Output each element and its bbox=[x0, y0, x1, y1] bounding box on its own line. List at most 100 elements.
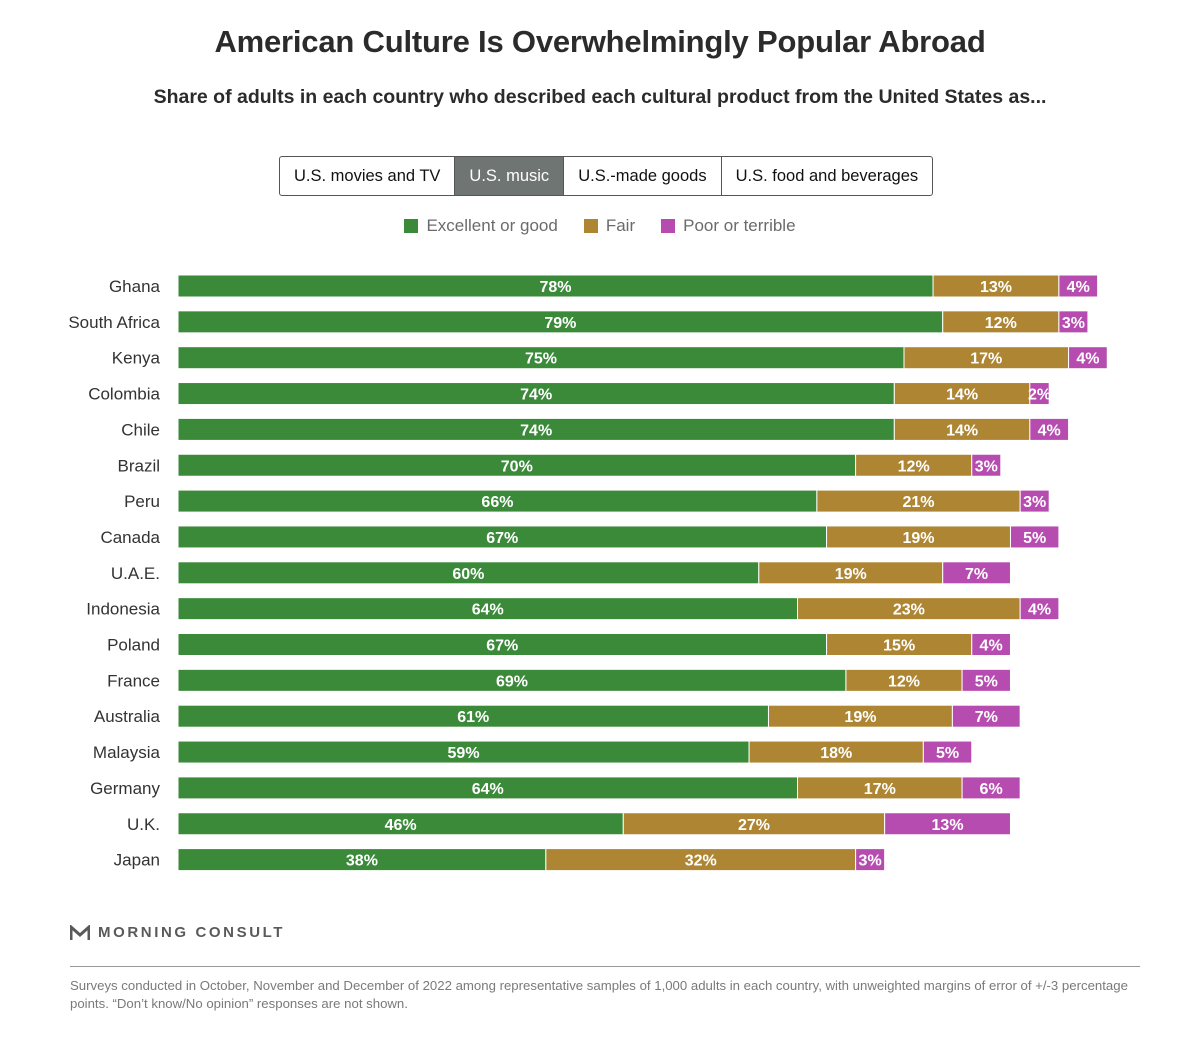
data-label-japan-fair: 32% bbox=[685, 853, 717, 870]
data-label-poland-poor: 4% bbox=[980, 638, 1003, 655]
bar-south-africa-poor bbox=[1058, 310, 1089, 334]
data-label-brazil-fair: 12% bbox=[898, 458, 930, 475]
bar-malaysia-poor bbox=[922, 740, 973, 764]
data-label-south-africa-fair: 12% bbox=[985, 315, 1017, 332]
data-label-france-fair: 12% bbox=[888, 673, 920, 690]
data-label-germany-excellent: 64% bbox=[472, 781, 504, 798]
data-label-kenya-fair: 17% bbox=[970, 351, 1002, 368]
category-label-indonesia: Indonesia bbox=[86, 600, 160, 619]
data-label-japan-poor: 3% bbox=[859, 853, 882, 870]
category-label-chile: Chile bbox=[121, 420, 160, 439]
category-label-poland: Poland bbox=[107, 636, 160, 655]
data-label-chile-excellent: 74% bbox=[520, 422, 552, 439]
tab-movies-tv[interactable]: U.S. movies and TV bbox=[280, 157, 456, 195]
category-label-ghana: Ghana bbox=[109, 277, 161, 296]
category-label-germany: Germany bbox=[90, 779, 160, 798]
data-label-indonesia-fair: 23% bbox=[893, 602, 925, 619]
category-label-japan: Japan bbox=[114, 851, 160, 870]
category-label-canada: Canada bbox=[100, 528, 160, 547]
legend-swatch-poor bbox=[661, 219, 676, 233]
category-label-u-a-e: U.A.E. bbox=[111, 564, 160, 583]
data-label-u-a-e-fair: 19% bbox=[835, 566, 867, 583]
legend-label-poor: Poor or terrible bbox=[683, 216, 796, 235]
bar-poland-poor bbox=[971, 633, 1011, 656]
data-label-france-poor: 5% bbox=[975, 673, 998, 690]
data-label-chile-fair: 14% bbox=[946, 422, 978, 439]
data-label-poland-excellent: 67% bbox=[486, 638, 518, 655]
legend-item-poor: Poor or terrible bbox=[661, 216, 796, 236]
data-label-kenya-excellent: 75% bbox=[525, 351, 557, 368]
footnote: Surveys conducted in October, November a… bbox=[70, 978, 1128, 1011]
legend-label-excellent: Excellent or good bbox=[426, 216, 558, 235]
data-label-germany-fair: 17% bbox=[864, 781, 896, 798]
data-label-u-k-fair: 27% bbox=[738, 817, 770, 834]
legend-item-fair: Fair bbox=[583, 216, 636, 236]
data-label-peru-poor: 3% bbox=[1023, 494, 1046, 511]
data-label-australia-excellent: 61% bbox=[457, 709, 489, 726]
data-label-australia-poor: 7% bbox=[975, 709, 998, 726]
bar-chile-poor bbox=[1029, 417, 1070, 441]
bar-canada-poor bbox=[1009, 525, 1060, 549]
tab-music[interactable]: U.S. music bbox=[455, 157, 565, 195]
bar-kenya-poor bbox=[1068, 346, 1108, 370]
data-label-u-a-e-poor: 7% bbox=[965, 566, 988, 583]
data-label-u-a-e-excellent: 60% bbox=[452, 566, 484, 583]
category-label-colombia: Colombia bbox=[88, 385, 160, 404]
data-label-chile-poor: 4% bbox=[1038, 422, 1061, 439]
bar-indonesia-poor bbox=[1019, 597, 1060, 621]
legend-label-fair: Fair bbox=[605, 216, 636, 235]
chart-legend: Excellent or good Fair Poor or terrible bbox=[0, 216, 1200, 236]
data-label-japan-excellent: 38% bbox=[346, 853, 378, 870]
data-label-colombia-fair: 14% bbox=[946, 387, 978, 404]
chart-subtitle: Share of adults in each country who desc… bbox=[153, 86, 1047, 108]
chart-title: American Culture Is Overwhelmingly Popul… bbox=[214, 24, 986, 59]
legend-swatch-fair bbox=[583, 219, 598, 233]
category-label-peru: Peru bbox=[124, 492, 160, 511]
category-label-brazil: Brazil bbox=[117, 456, 160, 475]
bar-peru-poor bbox=[1019, 489, 1050, 513]
bar-ghana-poor bbox=[1058, 274, 1099, 298]
data-label-brazil-poor: 3% bbox=[975, 458, 998, 475]
bar-germany-poor bbox=[961, 776, 1021, 800]
data-label-ghana-excellent: 78% bbox=[540, 279, 572, 296]
footer-divider bbox=[70, 966, 1140, 967]
data-label-south-africa-excellent: 79% bbox=[544, 315, 576, 332]
legend-item-excellent: Excellent or good bbox=[404, 216, 558, 236]
data-label-canada-poor: 5% bbox=[1023, 530, 1046, 547]
data-label-south-africa-poor: 3% bbox=[1062, 315, 1085, 332]
data-label-malaysia-fair: 18% bbox=[820, 745, 852, 762]
data-label-indonesia-excellent: 64% bbox=[472, 602, 504, 619]
data-label-u-k-poor: 13% bbox=[932, 817, 964, 834]
data-label-kenya-poor: 4% bbox=[1076, 351, 1099, 368]
category-label-u-k: U.K. bbox=[127, 815, 160, 834]
data-label-u-k-excellent: 46% bbox=[385, 817, 417, 834]
data-label-canada-fair: 19% bbox=[903, 530, 935, 547]
category-label-france: France bbox=[107, 671, 160, 690]
legend-swatch-excellent bbox=[404, 219, 419, 233]
category-label-malaysia: Malaysia bbox=[93, 743, 161, 762]
data-label-brazil-excellent: 70% bbox=[501, 458, 533, 475]
data-label-ghana-fair: 13% bbox=[980, 279, 1012, 296]
category-label-australia: Australia bbox=[94, 707, 161, 726]
tab-made-goods[interactable]: U.S.-made goods bbox=[564, 157, 722, 195]
data-label-indonesia-poor: 4% bbox=[1028, 602, 1051, 619]
data-label-malaysia-poor: 5% bbox=[936, 745, 959, 762]
bar-japan-poor bbox=[855, 848, 886, 872]
brand-logo: MORNING CONSULT bbox=[70, 924, 285, 941]
data-label-colombia-excellent: 74% bbox=[520, 387, 552, 404]
bar-australia-poor bbox=[951, 704, 1021, 728]
data-label-ghana-poor: 4% bbox=[1067, 279, 1090, 296]
tab-food-beverages[interactable]: U.S. food and beverages bbox=[735, 167, 919, 185]
data-label-colombia-poor: 2% bbox=[1028, 387, 1051, 404]
data-label-peru-excellent: 66% bbox=[481, 494, 513, 511]
bar-colombia-poor bbox=[1029, 382, 1050, 406]
data-label-germany-poor: 6% bbox=[980, 781, 1003, 798]
brand-name: MORNING CONSULT bbox=[98, 924, 286, 941]
data-label-poland-fair: 15% bbox=[883, 638, 915, 655]
data-label-peru-fair: 21% bbox=[903, 494, 935, 511]
stacked-bar-chart: Ghana 78% 13% 4% South Africa 79% 12% 3% Kenya 75… bbox=[68, 274, 1108, 872]
bar-u-k-poor bbox=[884, 812, 1011, 836]
bar-brazil-poor bbox=[971, 453, 1002, 477]
data-label-canada-excellent: 67% bbox=[486, 530, 518, 547]
bar-u-a-e-poor bbox=[942, 561, 1011, 585]
